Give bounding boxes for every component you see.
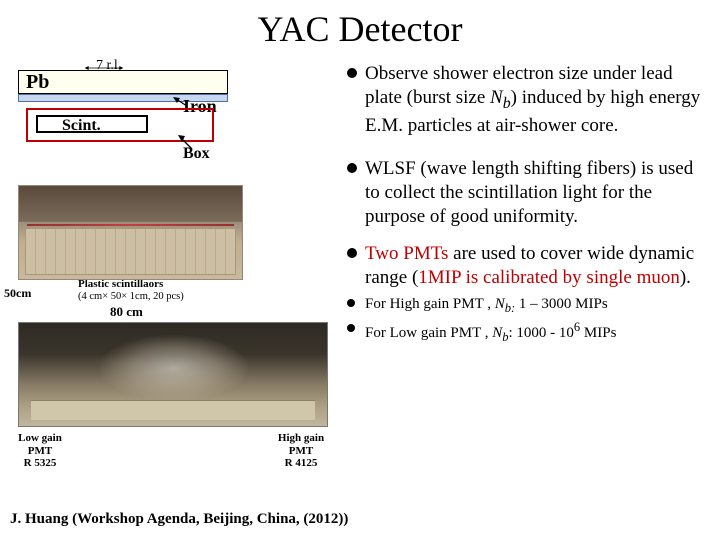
bullet-3-red2: 1MIP is calibrated by single muon [418, 267, 680, 288]
right-column: Observe shower electron size under lead … [340, 54, 710, 427]
box-arrow-icon [178, 135, 198, 153]
sub1-b: 1 – 3000 MIPs [515, 296, 608, 312]
high-gain-line3: R 4125 [285, 457, 318, 469]
high-gain-pmt-label: High gain PMT R 4125 [272, 432, 330, 470]
sub2-nb: Nb [492, 325, 508, 341]
high-gain-line2: PMT [289, 445, 313, 457]
content-area: 7 r.l. Pb Iron Scint. Box 50cm Plastic s… [0, 54, 720, 427]
bullet-dot-icon [347, 163, 357, 173]
bullet-dot-icon [347, 324, 355, 332]
photo1-80cm-label: 80 cm [110, 304, 143, 320]
high-gain-line1: High gain [278, 432, 324, 444]
scint-label: Scint. [62, 117, 101, 135]
bullet-2-text: WLSF (wave length shifting fibers) is us… [365, 158, 693, 228]
nb-symbol: Nb [490, 87, 511, 108]
sub2-b: : 1000 - 10 [509, 325, 574, 341]
sub1-a: For High gain PMT , [365, 296, 495, 312]
sub-bullet-1: For High gain PMT , Nb: 1 – 3000 MIPs [345, 294, 710, 317]
photo-fibers-pmt [18, 322, 328, 427]
sub2-c: MIPs [580, 325, 616, 341]
photo2-base [31, 400, 315, 420]
photo-scintillator [18, 185, 243, 280]
bullet-1: Observe shower electron size under lead … [345, 62, 710, 139]
footer-citation: J. Huang (Workshop Agenda, Beijing, Chin… [10, 511, 348, 528]
bullet-3: Two PMTs are used to cover wide dynamic … [345, 242, 710, 291]
bullet-dot-icon [347, 68, 357, 78]
low-gain-line2: PMT [28, 445, 52, 457]
bullet-dot-icon [347, 248, 357, 258]
sub-bullet-2: For Low gain PMT , Nb: 1000 - 106 MIPs [345, 319, 710, 346]
low-gain-pmt-label: Low gain PMT R 5325 [13, 432, 67, 470]
bullet-dot-icon [347, 299, 355, 307]
fiber-glow [99, 335, 249, 401]
bullet-2: WLSF (wave length shifting fibers) is us… [345, 157, 710, 230]
sub1-nb: Nb: [495, 296, 515, 312]
plastic-scint-spec: (4 cm× 50× 1cm, 20 pcs) [78, 291, 184, 302]
bullet-3-d: ). [680, 267, 691, 288]
low-gain-line1: Low gain [18, 432, 62, 444]
low-gain-line3: R 5325 [24, 457, 57, 469]
sub2-a: For Low gain PMT , [365, 325, 492, 341]
detector-schematic: 7 r.l. Pb Iron Scint. Box [18, 60, 243, 155]
photo1-scint-labels: Plastic scintillaors (4 cm× 50× 1cm, 20 … [78, 278, 184, 303]
photo1-50cm-label: 50cm [4, 286, 31, 301]
bullet-3-red: Two PMTs [365, 243, 448, 264]
page-title: YAC Detector [0, 0, 720, 54]
pb-label: Pb [26, 71, 49, 94]
left-column: 7 r.l. Pb Iron Scint. Box 50cm Plastic s… [10, 54, 340, 427]
pb-bar [18, 70, 228, 94]
